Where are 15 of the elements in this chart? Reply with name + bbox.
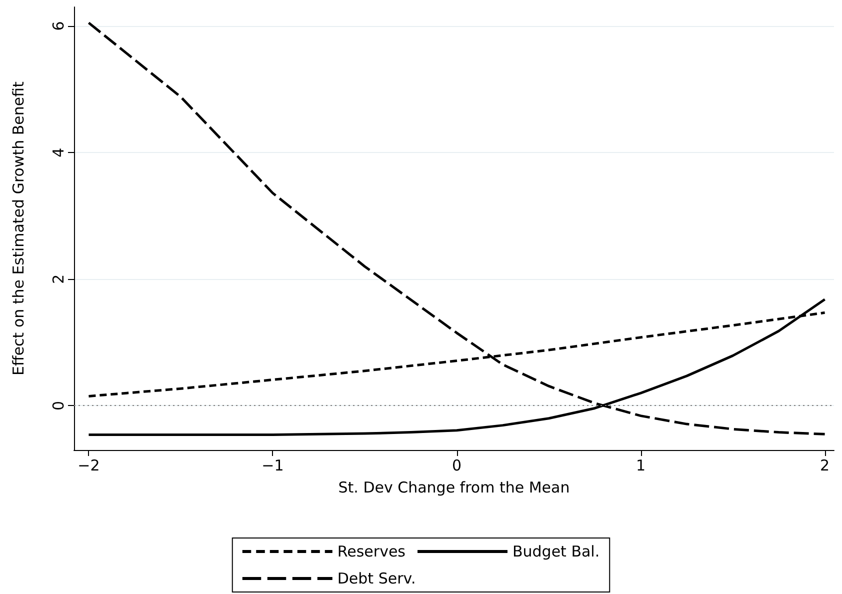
legend-label: Debt Serv. — [337, 570, 416, 588]
line-series — [87, 22, 826, 436]
y-tick-label: 6 — [50, 21, 68, 31]
x-tick-label: 2 — [820, 456, 830, 474]
legend-label: Reserves — [337, 542, 406, 560]
x-tick-label: 1 — [636, 456, 646, 474]
x-tick-label: −2 — [78, 456, 100, 474]
x-tick-label: 0 — [452, 456, 462, 474]
y-axis-title: Effect on the Estimated Growth Benefit — [10, 81, 28, 376]
legend-label: Budget Bal. — [512, 542, 600, 560]
y-tick-label: 2 — [50, 274, 68, 284]
y-tick-label: 4 — [50, 148, 68, 158]
y-tick-label: 0 — [50, 400, 68, 410]
x-axis-title: St. Dev Change from the Mean — [338, 478, 570, 496]
x-tick-label: −1 — [262, 456, 284, 474]
